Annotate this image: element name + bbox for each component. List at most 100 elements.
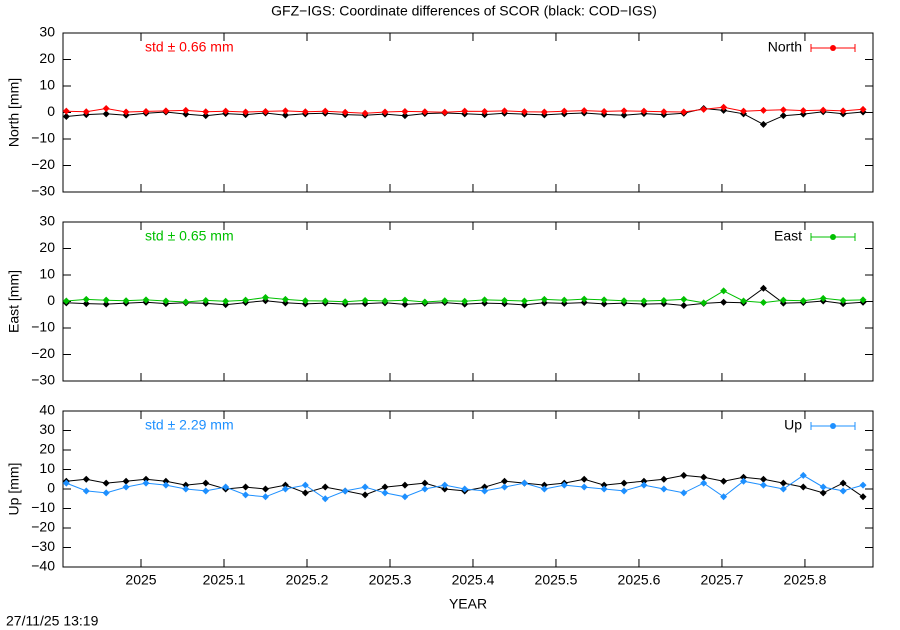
data-point xyxy=(122,297,130,305)
data-point xyxy=(262,107,269,115)
data-point xyxy=(740,477,748,485)
std-annotation: std ± 0.65 mm xyxy=(145,228,234,244)
data-point xyxy=(580,295,588,303)
y-axis-label: Up [mm] xyxy=(6,463,22,516)
data-point xyxy=(720,298,728,306)
y-tick-label: −40 xyxy=(31,558,55,574)
x-tick-label: 2025.2 xyxy=(286,572,329,588)
data-point xyxy=(839,479,847,487)
x-tick-label: 2025.7 xyxy=(701,572,744,588)
data-point xyxy=(341,108,349,116)
data-point xyxy=(321,107,329,115)
data-point xyxy=(441,485,449,493)
y-tick-label: −10 xyxy=(31,130,55,146)
data-point xyxy=(640,477,648,485)
data-point xyxy=(600,481,608,489)
data-point xyxy=(122,483,130,491)
data-point xyxy=(580,107,588,115)
data-point xyxy=(501,483,509,491)
data-point xyxy=(281,485,289,493)
data-point xyxy=(182,110,190,118)
data-point xyxy=(540,108,548,116)
data-point xyxy=(102,300,110,308)
x-tick-label: 2025.3 xyxy=(369,572,412,588)
y-tick-label: 30 xyxy=(39,24,55,40)
data-point xyxy=(202,108,210,116)
data-point xyxy=(142,107,150,115)
data-point xyxy=(321,495,329,503)
data-point xyxy=(680,471,688,479)
y-tick-label: −30 xyxy=(31,372,55,388)
data-point xyxy=(222,107,230,115)
data-point xyxy=(301,297,309,305)
data-point xyxy=(640,481,648,489)
data-point xyxy=(401,296,409,304)
data-point xyxy=(401,112,409,120)
y-tick-label: −20 xyxy=(31,156,55,172)
data-point xyxy=(839,296,847,304)
y-tick-label: 30 xyxy=(39,213,55,229)
data-point xyxy=(222,483,230,491)
data-point xyxy=(660,475,668,483)
data-point xyxy=(799,471,807,479)
y-tick-label: 20 xyxy=(39,441,55,457)
data-point xyxy=(520,108,528,116)
data-point xyxy=(262,485,269,493)
data-point xyxy=(700,473,708,481)
data-point xyxy=(580,483,588,491)
data-point xyxy=(122,477,130,485)
data-point xyxy=(182,481,190,489)
data-point xyxy=(501,107,509,115)
data-point xyxy=(202,296,210,304)
data-point xyxy=(560,296,568,304)
data-point xyxy=(481,483,489,491)
x-tick-label: 2025.1 xyxy=(203,572,246,588)
x-tick-label: 2025 xyxy=(125,572,156,588)
data-point xyxy=(520,479,528,487)
data-point xyxy=(720,103,728,111)
data-point xyxy=(799,483,807,491)
data-point xyxy=(481,296,489,304)
data-point xyxy=(680,295,688,303)
data-point xyxy=(381,108,389,116)
data-point xyxy=(281,481,289,489)
data-point xyxy=(720,477,728,485)
y-tick-label: −10 xyxy=(31,319,55,335)
data-point xyxy=(779,106,787,114)
data-point xyxy=(540,481,548,489)
legend-marker xyxy=(830,45,836,51)
data-point xyxy=(421,485,429,493)
data-point xyxy=(242,483,250,491)
data-point xyxy=(421,479,429,487)
data-point xyxy=(142,475,150,483)
data-point xyxy=(202,479,210,487)
data-point xyxy=(819,294,827,302)
data-point xyxy=(700,299,708,307)
data-point xyxy=(82,300,90,308)
data-point xyxy=(839,107,847,115)
data-point xyxy=(600,485,608,493)
data-point xyxy=(501,477,509,485)
data-point xyxy=(540,295,548,303)
data-point xyxy=(600,296,608,304)
data-point xyxy=(600,300,608,308)
data-point xyxy=(102,105,110,113)
data-point xyxy=(660,485,668,493)
data-point xyxy=(182,106,190,114)
data-point xyxy=(759,481,767,489)
data-point xyxy=(301,108,309,116)
data-point xyxy=(560,481,568,489)
data-point xyxy=(182,485,190,493)
data-point xyxy=(441,481,449,489)
data-point xyxy=(381,483,389,491)
data-point xyxy=(779,479,787,487)
data-point xyxy=(82,487,90,495)
data-point xyxy=(620,107,628,115)
data-point xyxy=(242,108,250,116)
data-point xyxy=(202,487,210,495)
data-point xyxy=(361,109,369,117)
data-point xyxy=(82,108,90,116)
data-point xyxy=(759,120,767,128)
data-point xyxy=(759,106,767,114)
